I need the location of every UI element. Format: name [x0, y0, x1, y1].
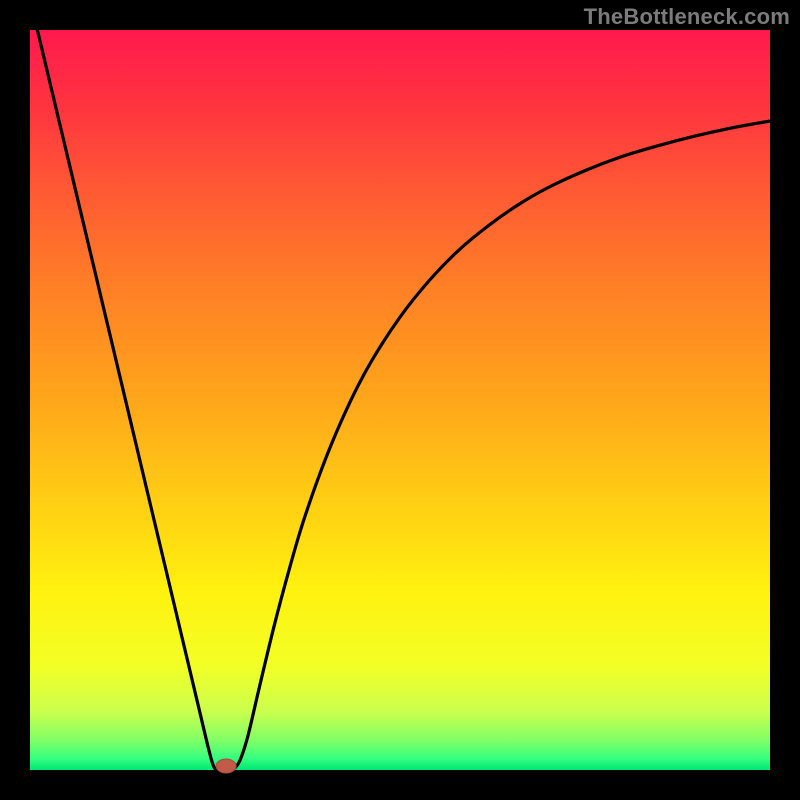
chart-frame: TheBottleneck.com — [0, 0, 800, 800]
chart-svg — [0, 0, 800, 800]
watermark-label: TheBottleneck.com — [584, 4, 790, 30]
minimum-marker — [216, 759, 236, 773]
gradient-background — [30, 30, 770, 770]
